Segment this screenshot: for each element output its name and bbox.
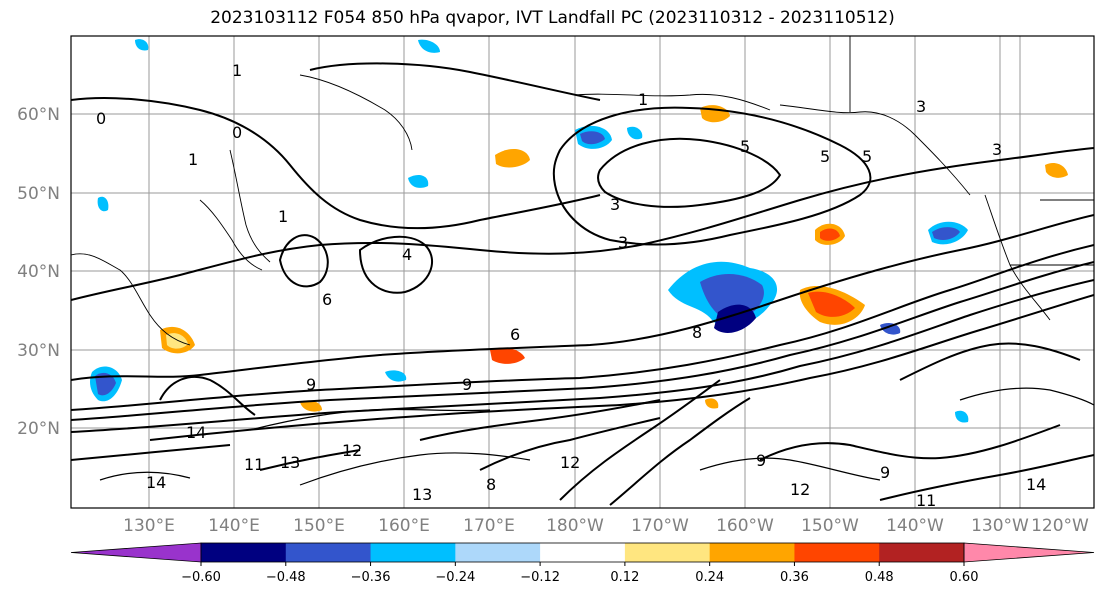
longitude-labels: 130°E 140°E 150°E 160°E 170°E 180°W 170°… xyxy=(123,516,1089,536)
lon-label-170e: 170°E xyxy=(463,516,515,536)
lon-label-160e: 160°E xyxy=(378,516,430,536)
contour-label: 14 xyxy=(186,423,206,442)
lon-label-130w: 130°W xyxy=(971,516,1029,536)
lon-label-170w: 170°W xyxy=(631,516,689,536)
contour-label: 13 xyxy=(412,485,432,504)
lat-label-50n: 50°N xyxy=(17,184,60,204)
contour-label: 12 xyxy=(560,453,580,472)
colorbar-tick-label: −0.24 xyxy=(435,570,475,585)
lon-label-160w: 160°W xyxy=(716,516,774,536)
colorbar-segment xyxy=(794,543,880,562)
latitude-labels: 60°N 50°N 40°N 30°N 20°N xyxy=(17,105,60,439)
contour-label: 4 xyxy=(402,245,412,264)
contour-label: 9 xyxy=(306,375,316,394)
colorbar-tick-label: 0.60 xyxy=(950,570,979,585)
colorbar-segment xyxy=(455,543,541,562)
contour-label: 3 xyxy=(916,97,926,116)
contour-label: 14 xyxy=(1026,475,1046,494)
contour-label: 5 xyxy=(820,147,830,166)
lon-label-140w: 140°W xyxy=(886,516,944,536)
colorbar: −0.60 −0.48 −0.36 −0.24 −0.12 0.12 0.24 0.36 0.4… xyxy=(70,542,1095,585)
contour-label: 6 xyxy=(510,325,520,344)
contour-label: 0 xyxy=(96,109,106,128)
contour-label: 9 xyxy=(756,451,766,470)
colorbar-segment xyxy=(624,543,711,562)
colorbar-tick-label: 0.36 xyxy=(780,570,809,585)
map-background xyxy=(71,36,1094,508)
contour-label: 11 xyxy=(244,455,264,474)
map-title: 2023103112 F054 850 hPa qvapor, IVT Land… xyxy=(210,8,895,28)
lat-label-20n: 20°N xyxy=(17,419,60,439)
contour-label: 0 xyxy=(232,123,242,142)
colorbar-segment xyxy=(201,543,287,562)
contour-label: 3 xyxy=(610,195,620,214)
colorbar-extension-high xyxy=(963,542,1095,563)
contour-label: 8 xyxy=(486,475,496,494)
colorbar-tick-label: −0.36 xyxy=(351,570,391,585)
contour-label: 9 xyxy=(462,375,472,394)
lon-label-150w: 150°W xyxy=(801,516,859,536)
colorbar-segment xyxy=(879,543,965,562)
colorbar-segment xyxy=(370,543,456,562)
graticule xyxy=(71,36,1094,508)
coastlines xyxy=(71,36,1094,346)
contour-label: 11 xyxy=(916,491,936,510)
colorbar-tick-label: −0.12 xyxy=(520,570,560,585)
ivt-contours xyxy=(71,62,1094,506)
contour-label: 1 xyxy=(232,61,242,80)
contour-label: 3 xyxy=(992,140,1002,159)
contour-label: 8 xyxy=(692,323,702,342)
colorbar-tick-label: 0.24 xyxy=(695,570,724,585)
lat-label-40n: 40°N xyxy=(17,262,60,282)
lon-label-180w: 180°W xyxy=(546,516,604,536)
colorbar-segment xyxy=(540,543,626,562)
colorbar-outline xyxy=(200,542,965,563)
colorbar-tick-label: −0.48 xyxy=(266,570,306,585)
map-frame xyxy=(70,35,1095,509)
colorbar-segment xyxy=(709,543,795,562)
ivt-contours-thin xyxy=(99,387,1094,486)
lon-label-120w: 120°W xyxy=(1031,516,1089,536)
contour-label: 1 xyxy=(638,90,648,109)
contour-label: 5 xyxy=(740,137,750,156)
colorbar-tick-label: −0.60 xyxy=(181,570,221,585)
contour-labels: 0 0 1 1 1 1 3 3 3 3 4 5 5 5 6 6 8 9 9 9 … xyxy=(96,61,1046,510)
colorbar-tick-label: 0.48 xyxy=(865,570,894,585)
contour-label: 14 xyxy=(146,473,166,492)
colorbar-tick-label: 0.12 xyxy=(610,570,639,585)
contour-label: 13 xyxy=(280,453,300,472)
contour-label: 1 xyxy=(278,207,288,226)
contour-label: 1 xyxy=(188,150,198,169)
contour-label: 12 xyxy=(342,441,362,460)
colorbar-segment xyxy=(285,543,372,562)
contour-label: 9 xyxy=(880,463,890,482)
contour-label: 5 xyxy=(862,147,872,166)
contour-label: 6 xyxy=(322,290,332,309)
lat-label-60n: 60°N xyxy=(17,105,60,125)
contour-label: 3 xyxy=(618,233,628,252)
lat-label-30n: 30°N xyxy=(17,341,60,361)
lon-label-150e: 150°E xyxy=(293,516,345,536)
contour-label: 12 xyxy=(790,480,810,499)
lon-label-140e: 140°E xyxy=(208,516,260,536)
lon-label-130e: 130°E xyxy=(123,516,175,536)
colorbar-extension-low xyxy=(70,542,202,563)
